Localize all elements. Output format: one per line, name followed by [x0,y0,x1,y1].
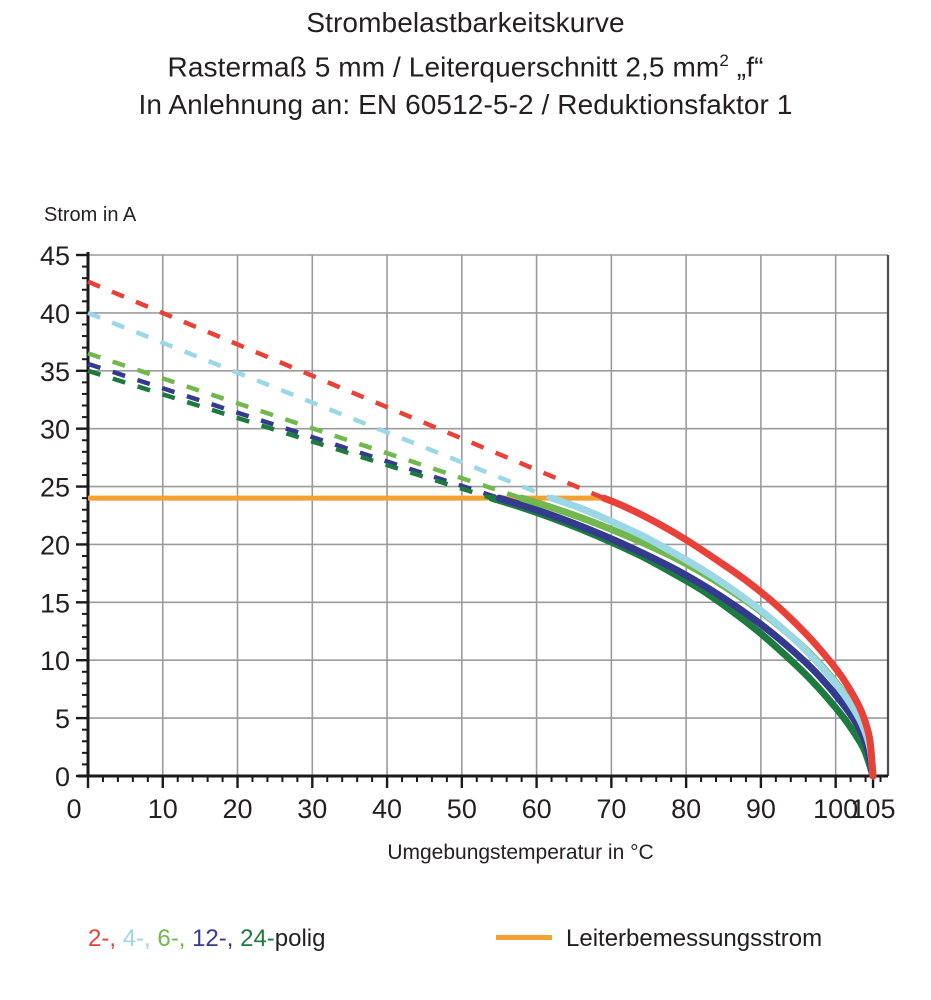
x-tick-label: 40 [372,794,402,824]
series-dashed-4-polig [87,310,553,501]
series-dashed-6-polig [87,351,523,501]
legend-pole-24: 24- [240,925,275,952]
series-solid-2-polig [600,494,877,780]
legend-poles-suffix: polig [274,925,326,952]
x-tick-label: 90 [746,794,776,824]
legend-separator: , [178,925,193,952]
legend-pole-12: 12- [192,925,227,952]
series-dashed-2-polig [87,279,605,501]
chart-legend: 2-, 4-, 6-, 12-, 24-polig Leiterbemessun… [0,925,931,973]
y-tick-label: 30 [40,415,70,445]
series-solid-6-polig [518,494,877,780]
series-dashed-12-polig [87,361,500,501]
y-tick-label: 40 [40,299,70,329]
title-line-2-superscript: 2 [719,51,729,70]
legend-pole-2: 2- [88,925,110,952]
y-tick-label: 15 [40,588,70,618]
y-tick-label: 20 [40,530,70,560]
x-axis-title-text: Umgebungstemperatur in °C [387,841,654,864]
x-tick-label: 105 [851,794,896,824]
series-solid-24-polig [488,494,877,780]
y-tick-label: 25 [40,473,70,503]
series-solid-12-polig [495,494,877,780]
title-line-2-tail: „f“ [728,51,764,83]
legend-rated-current: Leiterbemessungsstrom [496,925,822,953]
title-line-2-main: Rastermaß 5 mm / Leiterquerschnitt 2,5 m… [167,51,720,83]
legend-line-swatch-icon [496,935,552,941]
y-axis-title: Strom in A [44,204,137,226]
x-tick-label: 0 [66,794,81,824]
legend-separator: , [144,925,158,952]
legend-rated-current-label: Leiterbemessungsstrom [566,925,823,952]
y-tick-label: 35 [40,357,70,387]
legend-pole-4: 4- [122,925,145,952]
legend-pole-6: 6- [157,925,179,952]
legend-separator: , [109,925,123,952]
x-tick-label: 80 [671,794,701,824]
x-tick-label: 60 [522,794,552,824]
x-tick-label: 20 [223,794,253,824]
title-line-3: In Anlehnung an: EN 60512-5-2 / Reduktio… [138,89,793,121]
title-line-2: Rastermaß 5 mm / Leiterquerschnitt 2,5 m… [0,42,931,86]
x-tick-label: 100 [813,794,858,824]
x-tick-label: 10 [148,794,178,824]
x-tick-label: 70 [596,794,626,824]
title-line-1: Strombelastbarkeitskurve [306,7,625,38]
x-tick-label: 30 [297,794,327,824]
y-tick-label: 45 [40,241,70,271]
series-solid-4-polig [548,494,877,780]
chart-title-block: Strombelastbarkeitskurve Rastermaß 5 mm … [0,4,931,124]
y-tick-label: 10 [40,646,70,676]
y-tick-label: 5 [55,704,70,734]
legend-poles-group: 2-, 4-, 6-, 12-, 24-polig [88,925,326,953]
x-axis-title: Umgebungstemperatur in °C [0,841,931,865]
legend-separator: , [226,925,241,952]
series-dashed-24-polig [87,368,493,501]
x-tick-label: 50 [447,794,477,824]
y-tick-label: 0 [55,762,70,792]
